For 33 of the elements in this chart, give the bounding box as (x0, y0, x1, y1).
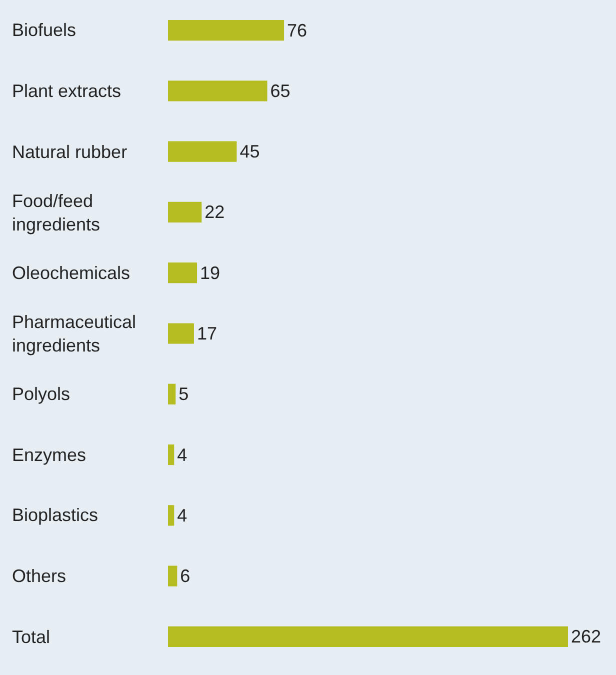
y-tick-label: Natural rubber (12, 142, 128, 162)
bar (168, 262, 198, 284)
data-label: 76 (287, 20, 308, 40)
y-tick-label: Polyols (12, 384, 70, 404)
y-tick-label: Biofuels (12, 20, 76, 40)
bar (168, 80, 268, 102)
y-tick-label: Enzymes (12, 445, 86, 465)
y-tick-label: Oleochemicals (12, 263, 130, 283)
y-tick-label: Bioplastics (12, 505, 98, 525)
data-label: 4 (177, 444, 188, 465)
bar (168, 505, 174, 526)
bar (168, 141, 237, 162)
data-label: 19 (200, 262, 220, 283)
bar (168, 384, 176, 404)
y-tick-label: Total (12, 627, 50, 647)
data-label: 65 (270, 80, 290, 101)
bar (168, 20, 284, 41)
data-label: 4 (177, 505, 188, 526)
bar (168, 444, 174, 466)
y-tick-label: Pharmaceutical ingredients (12, 312, 136, 356)
y-tick-label: Food/feed ingredients (12, 191, 100, 234)
data-label: 262 (571, 626, 602, 647)
data-label: 45 (240, 142, 260, 162)
bar (168, 566, 178, 586)
data-label: 22 (204, 202, 225, 222)
y-tick-label: Others (12, 566, 66, 586)
data-label: 5 (178, 384, 189, 404)
data-label: 6 (180, 566, 190, 586)
bar (168, 202, 202, 223)
data-label: 17 (196, 324, 217, 344)
y-tick-label: Plant extracts (12, 81, 122, 101)
bar (168, 626, 568, 647)
bar (168, 323, 194, 344)
